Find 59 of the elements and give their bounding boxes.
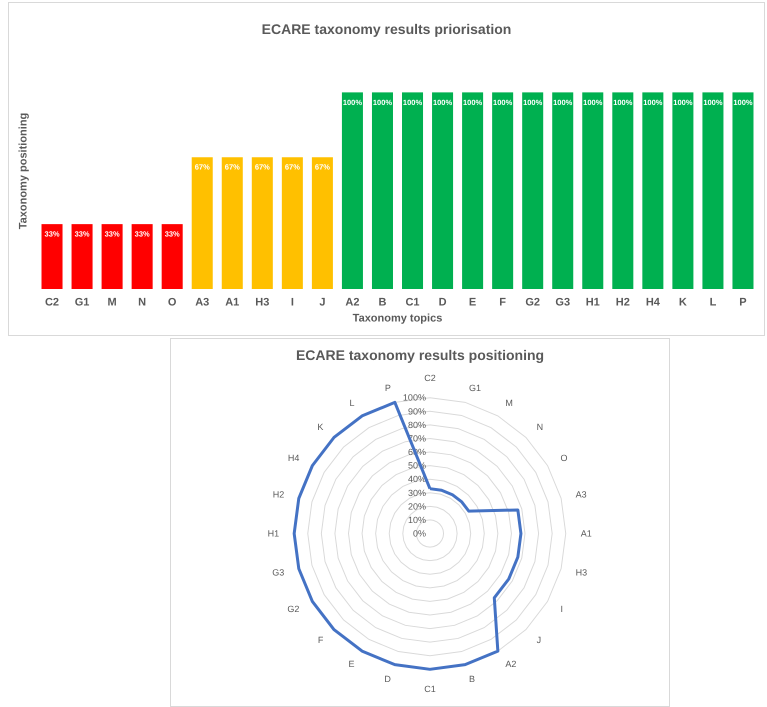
x-tick-label: L <box>710 296 717 308</box>
spoke-label: K <box>317 422 324 432</box>
spoke-label: P <box>384 382 391 393</box>
x-tick-label: K <box>678 296 687 308</box>
x-tick-label: N <box>138 296 146 308</box>
x-tick-label: H4 <box>646 296 661 308</box>
spoke-label: E <box>348 659 355 670</box>
chart-title: ECARE taxonomy results positioning <box>296 347 544 363</box>
spoke-label: H3 <box>576 568 588 578</box>
x-tick-label: C1 <box>405 296 420 308</box>
x-tick-label: M <box>108 296 117 308</box>
y-tick-label: 10% <box>408 514 426 525</box>
x-tick-label: E <box>468 296 476 308</box>
chart-title: ECARE taxonomy results priorisation <box>262 21 512 37</box>
x-tick-label: B <box>378 296 387 308</box>
x-tick-label: P <box>739 296 747 308</box>
spoke-label: H1 <box>268 528 280 539</box>
spoke-label: A3 <box>576 489 587 500</box>
x-tick-label: G1 <box>74 296 90 308</box>
x-tick-label: H1 <box>586 296 600 308</box>
spoke-label: F <box>318 635 324 646</box>
y-tick-label: 0% <box>412 528 426 539</box>
spoke-label: O <box>560 453 568 464</box>
spoke-label: H2 <box>272 489 284 500</box>
spoke-label: B <box>468 674 476 684</box>
x-tick-label: A3 <box>195 296 210 308</box>
x-tick-label: D <box>438 296 447 308</box>
spoke-label: H4 <box>288 453 300 464</box>
y-tick-label: 30% <box>408 488 426 498</box>
x-tick-label: H3 <box>255 296 270 308</box>
x-tick-label: J <box>319 296 326 308</box>
x-tick-label: C2 <box>44 296 60 308</box>
spoke-label: G2 <box>287 604 300 614</box>
x-axis-title: Taxonomy topics <box>352 312 442 324</box>
spoke-label: C2 <box>424 373 436 384</box>
spoke-label: L <box>350 398 355 408</box>
spoke-label: I <box>560 604 564 614</box>
x-tick-label: A1 <box>225 296 240 308</box>
y-tick-label: 90% <box>408 406 426 416</box>
spoke-label: M <box>505 398 513 408</box>
spoke-label: C1 <box>424 684 436 694</box>
x-tick-label: H2 <box>616 296 630 308</box>
spoke-label: D <box>384 674 392 684</box>
x-tick-label: F <box>499 296 506 308</box>
x-tick-label: I <box>290 296 294 308</box>
x-tick-label: A2 <box>345 296 360 308</box>
spoke-label: J <box>536 635 542 646</box>
x-tick-label: O <box>168 296 177 308</box>
spoke-label: G3 <box>272 568 284 578</box>
y-tick-label: 100% <box>402 392 426 403</box>
y-tick-label: 20% <box>408 501 426 512</box>
x-tick-label: G3 <box>555 296 570 308</box>
x-tick-label: G2 <box>525 296 540 308</box>
y-axis-title: Taxonomy positioning <box>18 112 30 230</box>
y-tick-label: 80% <box>408 420 426 430</box>
spoke-label: N <box>536 422 544 432</box>
spoke-label: A2 <box>505 659 516 670</box>
spoke-label: G1 <box>468 382 482 393</box>
spoke-label: A1 <box>580 528 592 539</box>
